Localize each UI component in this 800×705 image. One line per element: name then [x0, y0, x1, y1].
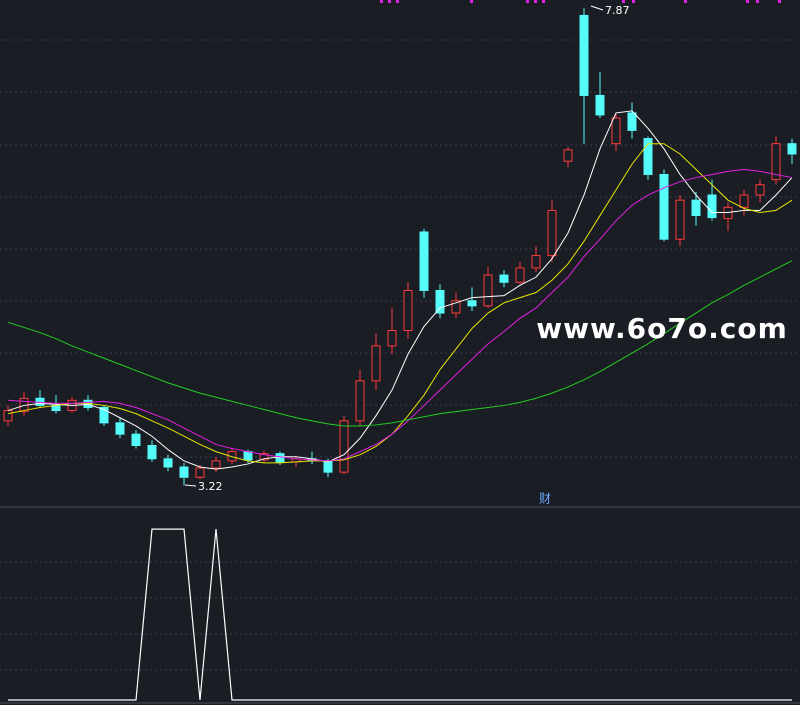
candle-body — [3, 410, 13, 422]
candle-body — [515, 267, 525, 283]
candle-body — [163, 458, 173, 468]
candle-body — [499, 274, 509, 283]
candle-body — [259, 453, 269, 461]
candle-body — [451, 300, 461, 314]
signal-mark — [388, 0, 391, 3]
max-label: 7.87 — [605, 4, 630, 17]
candle-body — [483, 274, 493, 307]
candle-body — [691, 199, 701, 217]
candle-body — [547, 209, 557, 257]
signal-mark — [622, 0, 625, 3]
candle-body — [131, 433, 141, 446]
candle-body — [275, 453, 285, 463]
annotation-arrow — [590, 5, 604, 11]
candle-body — [147, 444, 157, 460]
candle-body — [371, 345, 381, 382]
candle-body — [211, 460, 221, 469]
signal-mark — [756, 0, 759, 3]
candle-body — [659, 173, 669, 240]
candle-body — [739, 194, 749, 208]
marker-label: 财 — [539, 492, 551, 506]
candle-body — [771, 143, 781, 181]
signal-mark — [380, 0, 383, 3]
candle-body — [707, 194, 717, 219]
moving-average — [7, 110, 793, 470]
candle-body — [339, 420, 349, 473]
min-label: 3.22 — [198, 480, 223, 493]
candle-body — [723, 206, 733, 220]
candle-body — [195, 467, 205, 478]
candle-body — [115, 422, 125, 435]
candle-body — [531, 255, 541, 269]
signal-mark — [396, 0, 399, 3]
signal-mark — [526, 0, 529, 3]
signal-mark — [470, 0, 473, 3]
candle-body — [595, 94, 605, 116]
signal-mark — [778, 0, 781, 3]
candle-body — [787, 143, 797, 155]
moving-average — [7, 143, 793, 464]
candle-body — [643, 138, 653, 175]
signal-mark — [746, 0, 749, 3]
candle-body — [579, 14, 589, 96]
signal-mark — [534, 0, 537, 3]
annotation-arrow — [184, 484, 197, 487]
candle-body — [387, 330, 397, 347]
candle-body — [179, 466, 189, 478]
candle-body — [355, 380, 365, 422]
signal-mark — [632, 0, 635, 3]
watermark: www.6o7o.com — [536, 312, 788, 345]
candle-body — [627, 112, 637, 131]
signal-mark — [542, 0, 545, 3]
moving-average — [7, 260, 793, 427]
candle-body — [323, 460, 333, 473]
candle-body — [435, 289, 445, 314]
candle-body — [403, 289, 413, 332]
candle-body — [419, 231, 429, 291]
signal-mark — [684, 0, 687, 3]
candle-body — [99, 406, 109, 424]
candle-body — [563, 149, 573, 162]
indicator-line — [8, 528, 792, 701]
candle-body — [611, 117, 621, 145]
candle-body — [243, 451, 253, 461]
candle-body — [675, 199, 685, 240]
candle-body — [467, 300, 477, 307]
signal-marks — [380, 0, 781, 3]
moving-average — [7, 168, 793, 462]
candle-body — [755, 184, 765, 196]
